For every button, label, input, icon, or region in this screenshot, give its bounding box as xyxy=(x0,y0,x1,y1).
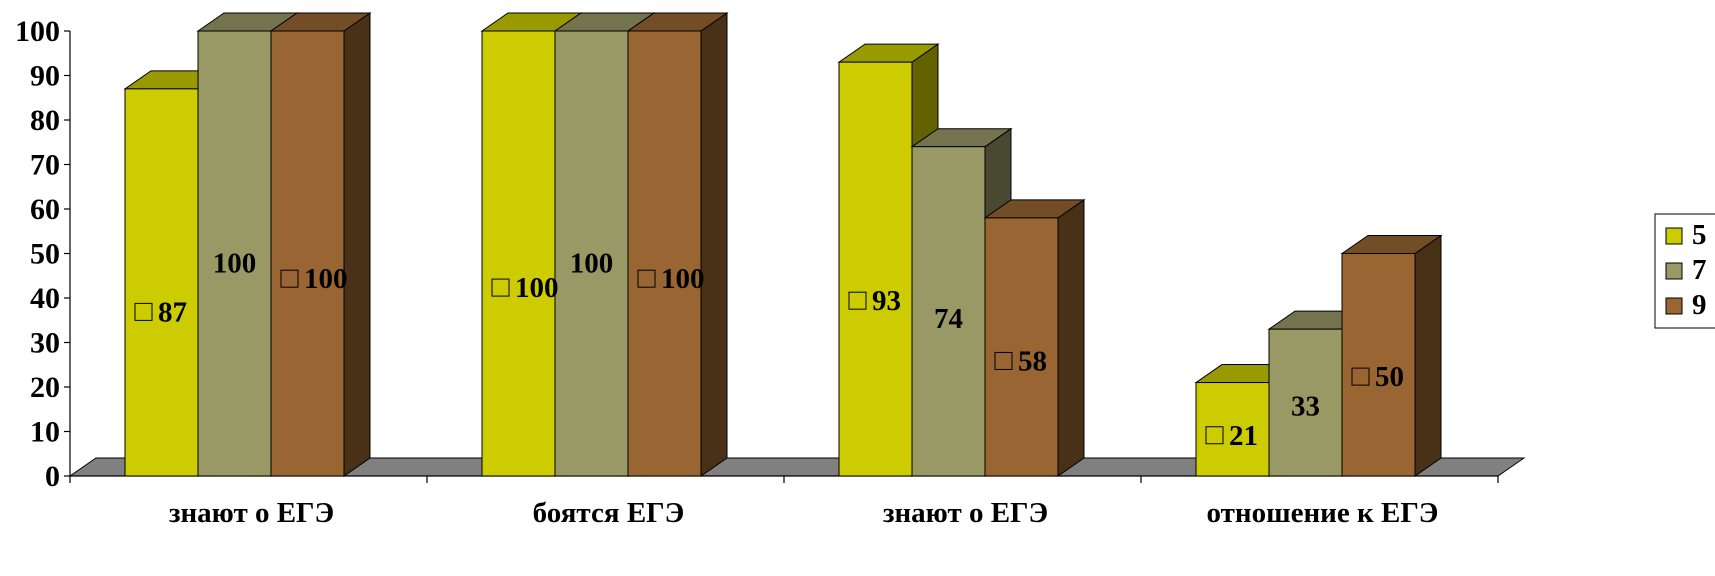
bar xyxy=(984,217,1059,477)
bar xyxy=(481,30,556,477)
y-tick-label: 70 xyxy=(30,149,60,182)
data-label-marker xyxy=(280,269,299,288)
data-label: 33 xyxy=(1291,391,1320,423)
y-tick-label: 40 xyxy=(30,282,60,315)
data-labels: 87 100 100 100 100 100 93 74 58 21 33 50 xyxy=(134,247,1404,452)
legend-label: 9 xyxy=(1692,289,1707,321)
bar xyxy=(1268,328,1343,477)
data-label: 100 xyxy=(570,247,614,279)
bar xyxy=(124,88,199,477)
bar-side xyxy=(700,12,728,477)
bar xyxy=(270,30,345,477)
x-axis: знают о ЕГЭ боятся ЕГЭ знают о ЕГЭ отношени… xyxy=(69,475,1499,529)
y-tick-label: 90 xyxy=(30,60,60,93)
bars xyxy=(123,12,1443,477)
data-label: 100 xyxy=(304,263,348,295)
bar xyxy=(838,61,913,477)
legend-swatch xyxy=(1665,262,1683,280)
x-category-label: знают о ЕГЭ xyxy=(883,497,1048,529)
bar-side xyxy=(1414,234,1442,477)
data-label-marker xyxy=(1205,426,1224,445)
x-category-label: отношение к ЕГЭ xyxy=(1207,497,1439,529)
data-label: 58 xyxy=(1018,345,1047,377)
legend-label: 5 xyxy=(1692,219,1707,251)
data-label: 87 xyxy=(158,296,187,328)
data-label-marker xyxy=(1351,367,1370,386)
x-category-label: боятся ЕГЭ xyxy=(533,497,685,529)
y-tick-label: 60 xyxy=(30,193,60,226)
data-label-marker xyxy=(637,269,656,288)
bar xyxy=(197,30,272,477)
y-tick-label: 20 xyxy=(30,371,60,404)
data-label: 50 xyxy=(1375,361,1404,393)
data-label-marker xyxy=(994,351,1013,370)
bar xyxy=(554,30,629,477)
y-tick-label: 100 xyxy=(15,15,60,48)
data-label-marker xyxy=(848,291,867,310)
legend-swatch xyxy=(1665,227,1683,245)
y-tick-label: 80 xyxy=(30,104,60,137)
data-label: 100 xyxy=(213,247,257,279)
data-label: 100 xyxy=(661,263,705,295)
data-label: 100 xyxy=(515,272,559,304)
bar xyxy=(627,30,702,477)
bar-side xyxy=(1057,198,1085,477)
legend: 579 xyxy=(1654,213,1715,329)
y-tick-label: 0 xyxy=(45,460,60,493)
bar-side xyxy=(343,12,371,477)
legend-box xyxy=(1654,213,1715,329)
bar xyxy=(1341,253,1416,477)
y-tick-label: 10 xyxy=(30,416,60,449)
data-label: 74 xyxy=(934,303,963,335)
data-label: 21 xyxy=(1229,420,1258,452)
legend-label: 7 xyxy=(1692,254,1707,286)
data-label-marker xyxy=(491,278,510,297)
data-label: 93 xyxy=(872,285,901,317)
y-axis: 0 10 20 30 40 50 60 70 80 90 100 xyxy=(15,15,71,493)
y-tick-label: 50 xyxy=(30,238,60,271)
legend-swatch xyxy=(1665,297,1683,315)
x-category-label: знают о ЕГЭ xyxy=(169,497,334,529)
data-label-marker xyxy=(134,302,153,321)
y-tick-label: 30 xyxy=(30,327,60,360)
